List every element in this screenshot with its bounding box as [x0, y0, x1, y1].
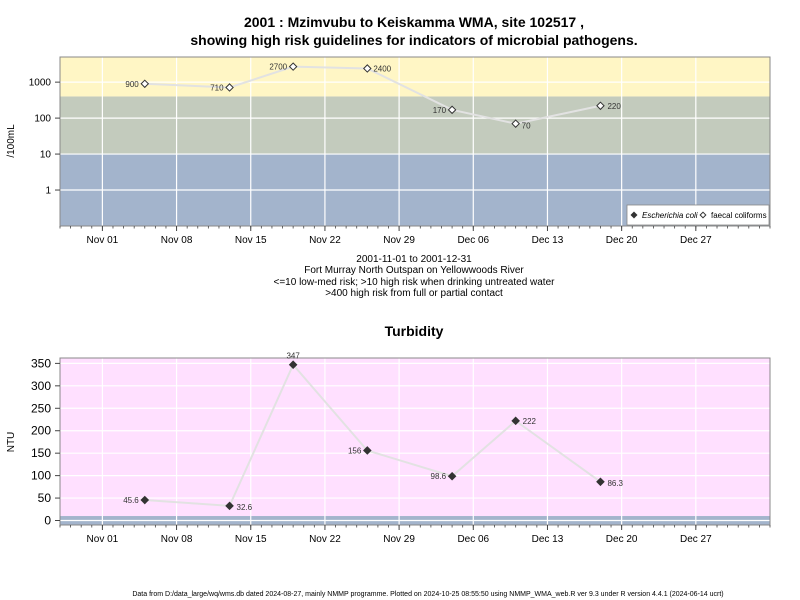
data-point [140, 79, 150, 89]
microbial-plot: 1 10 100 1000 Nov 01 Nov 08 Nov 15 Nov 22 Nov 29… [29, 56, 771, 246]
y-tick-label: 200 [31, 424, 51, 438]
data-label: 70 [522, 122, 531, 131]
microbial-y-axis-label: /100mL [6, 124, 17, 158]
caption-line-1: 2001-11-01 to 2001-12-31 [356, 254, 472, 265]
turbidity-plot: 0 50 100 150 200 250 300 350 Nov 01 Nov 08 Nov 15 N… [31, 352, 771, 545]
caption-line-3: <=10 low-med risk; >10 high risk when dr… [274, 277, 556, 288]
risk-band [60, 96, 770, 155]
data-label: 86.3 [607, 479, 623, 488]
x-tick-label: Nov 22 [309, 235, 341, 246]
data-point [511, 416, 520, 426]
data-point [511, 119, 520, 128]
data-point [363, 446, 372, 455]
turbidity-title: Turbidity [385, 323, 444, 339]
plot-frame [59, 56, 771, 227]
y-tick-label: 350 [31, 356, 51, 370]
data-label: 710 [210, 83, 224, 92]
y-tick-label: 0 [44, 514, 51, 528]
chart-title-line2: showing high risk guidelines for indicat… [190, 32, 637, 48]
data-point [596, 101, 605, 111]
x-tick-label: Nov 29 [383, 235, 415, 246]
caption-line-4: >400 high risk from full or partial cont… [325, 288, 503, 299]
x-tick-label: Nov 22 [309, 534, 341, 545]
y-tick-label: 300 [31, 379, 51, 393]
data-label: 98.6 [431, 472, 447, 481]
data-label: 156 [348, 446, 362, 455]
data-label: 222 [523, 417, 537, 426]
x-tick-label: Dec 20 [606, 534, 638, 545]
data-point [225, 501, 234, 511]
x-tick-label: Dec 27 [680, 534, 712, 545]
data-point [140, 495, 150, 505]
data-point [363, 64, 372, 73]
x-tick-label: Dec 13 [532, 534, 564, 545]
legend-faecal-label: faecal coliforms [711, 211, 767, 220]
y-tick-label: 50 [38, 491, 52, 505]
x-tick-label: Dec 13 [532, 235, 564, 246]
data-label: 45.6 [123, 496, 139, 505]
x-tick-label: Nov 01 [87, 235, 119, 246]
data-label: 347 [286, 352, 300, 361]
caption-line-2: Fort Murray North Outspan on Yellowwoods… [304, 265, 524, 276]
x-tick-label: Dec 27 [680, 235, 712, 246]
data-point [447, 105, 457, 115]
x-tick-label: Dec 06 [457, 235, 489, 246]
x-tick-label: Nov 01 [87, 534, 119, 545]
y-tick-label: 1 [45, 186, 51, 197]
x-tick-label: Nov 08 [161, 534, 193, 545]
risk-band [60, 57, 770, 97]
footer-note: Data from D:/data_large/wq/wms.db dated … [132, 591, 723, 598]
x-tick-label: Nov 15 [235, 235, 267, 246]
y-tick-label: 100 [31, 469, 51, 483]
turbidity-y-axis-label: NTU [6, 432, 17, 453]
y-tick-label: 100 [34, 114, 51, 125]
data-label: 900 [125, 80, 139, 89]
legend-box [626, 204, 770, 226]
chart-title-line1: 2001 : Mzimvubu to Keiskamma WMA, site 1… [244, 14, 584, 30]
data-point [288, 62, 298, 71]
y-tick-label: 150 [31, 446, 51, 460]
x-tick-label: Nov 29 [383, 534, 415, 545]
legend-ecoli-label: Escherichia coli [642, 211, 698, 220]
y-tick-label: 10 [40, 150, 52, 161]
x-tick-label: Dec 20 [606, 235, 638, 246]
data-point [447, 471, 457, 481]
x-tick-label: Nov 15 [235, 534, 267, 545]
data-label: 2400 [373, 64, 391, 73]
y-tick-label: 250 [31, 401, 51, 415]
x-tick-label: Dec 06 [457, 534, 489, 545]
x-tick-label: Nov 08 [161, 235, 193, 246]
risk-band [60, 358, 770, 517]
y-tick-label: 1000 [29, 78, 52, 89]
data-label: 220 [607, 102, 621, 111]
data-label: 32.6 [237, 503, 253, 512]
data-label: 2700 [269, 63, 287, 72]
data-point [225, 83, 234, 92]
data-point [288, 360, 298, 370]
legend-faecal-marker [699, 211, 707, 219]
data-point [596, 477, 605, 487]
legend-ecoli-marker [630, 211, 638, 219]
data-label: 170 [433, 106, 447, 115]
plot-frame [59, 357, 771, 526]
